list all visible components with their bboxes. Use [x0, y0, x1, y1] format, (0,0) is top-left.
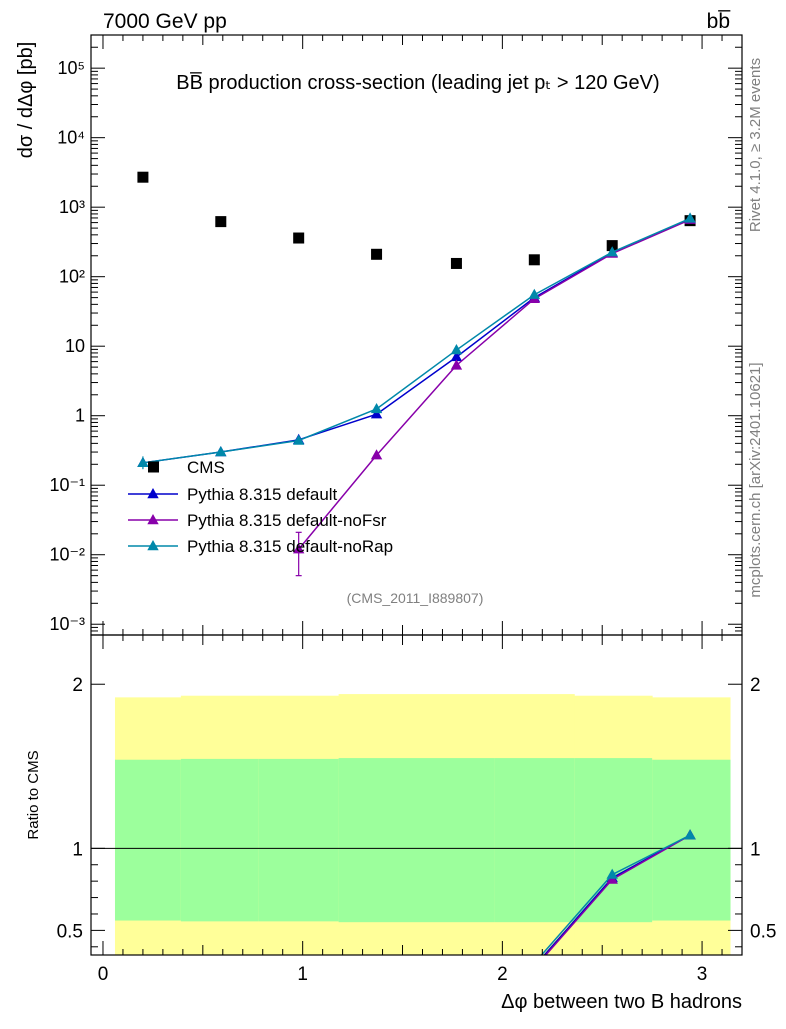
y-tick-label: 1 — [75, 406, 85, 426]
y-tick-label: 10⁻² — [49, 545, 85, 565]
band-inner-segment — [416, 758, 495, 923]
ratio-y-tick-label: 1 — [72, 839, 83, 860]
noRap-point — [606, 246, 618, 257]
noRap-point — [450, 344, 463, 355]
y-tick-label: 10² — [59, 267, 85, 287]
cms-point — [371, 248, 383, 260]
noRap-point — [370, 402, 383, 414]
ratio-ylabel: Ratio to CMS — [25, 750, 42, 839]
cms-point — [606, 240, 618, 252]
cms-point — [215, 216, 227, 228]
y-tick-label: 10³ — [59, 197, 85, 217]
legend-default-label: Pythia 8.315 default — [187, 485, 338, 504]
legend-cms-marker — [148, 461, 159, 473]
main-panel: 10⁻³ 10⁻² 10⁻¹ 1 10 10² 10³ 10⁴ 10⁵ BB̅ producti… — [15, 34, 743, 636]
legend-noFsr-label: Pythia 8.315 default-noFsr — [187, 511, 387, 530]
ratio-y-tick-label-right: 2 — [750, 675, 761, 696]
noFsr-point — [292, 543, 305, 554]
legend-noRap-marker — [147, 540, 159, 551]
ratio-frame — [90, 634, 743, 956]
legend-noRap-label: Pythia 8.315 default-noRap — [187, 537, 393, 556]
analysis-label: (CMS_2011_I889807) — [347, 590, 484, 606]
legend-cms-label: CMS — [187, 458, 225, 477]
energy-label: 7000 GeV pp — [103, 10, 227, 33]
process-label: bb̅ — [707, 10, 732, 33]
ratio-y-tick-label-right: 0.5 — [750, 921, 776, 942]
legend-default-marker — [147, 488, 159, 499]
y-tick-label: 10 — [65, 336, 85, 356]
mcplots-label: mcplots.cern.ch [arXiv:2401.10621] — [747, 362, 764, 597]
ratio-y-tick-label-right: 1 — [750, 839, 761, 860]
noRap-ratio-point — [684, 829, 696, 840]
ratio-y-tick-label: 0.5 — [57, 921, 83, 942]
noRap-point — [215, 446, 227, 457]
main-marks — [137, 171, 696, 577]
cms-point — [450, 257, 462, 269]
noFsr-line — [298, 219, 691, 550]
band-inner-segment — [180, 758, 260, 922]
x-tick-label: 0 — [98, 964, 109, 985]
x-axis-label: Δφ between two B hadrons — [501, 991, 742, 1013]
legend-noFsr-marker — [147, 514, 159, 525]
ratio-panel: 0.5 0.5 1 1 2 2 0 1 2 3 Ratio to CMS Δφ between t… — [25, 634, 776, 1013]
main-axes: 10⁻³ 10⁻² 10⁻¹ 1 10 10² 10³ 10⁴ 10⁵ — [49, 35, 742, 635]
x-tick-label: 3 — [697, 964, 708, 985]
y-tick-label: 10⁻³ — [49, 614, 85, 634]
ratio-axes: 0.5 0.5 1 1 2 2 0 1 2 3 — [57, 635, 776, 985]
noRap-ratio-point — [606, 868, 618, 879]
default-point — [370, 408, 383, 419]
default-point — [450, 350, 463, 362]
y-tick-label: 10⁵ — [58, 58, 85, 78]
noRap-point — [292, 434, 305, 445]
band-inner-segment — [338, 758, 417, 923]
x-tick-label: 2 — [497, 964, 508, 985]
band-inner-segment — [652, 759, 731, 921]
band-inner-segment — [574, 758, 653, 923]
ratio-marks — [91, 694, 742, 955]
cms-point — [528, 254, 540, 266]
noRap-point — [528, 288, 541, 299]
x-tick-label: 1 — [297, 964, 308, 985]
y-tick-label: 10⁴ — [57, 128, 85, 148]
band-inner-segment — [114, 759, 182, 921]
legend: CMS Pythia 8.315 default Pythia 8.315 defa… — [128, 458, 393, 556]
noRap-line — [142, 217, 691, 464]
noRap-point — [684, 212, 696, 223]
noFsr-point — [370, 449, 383, 460]
cms-point — [137, 171, 149, 183]
noFsr-point — [450, 359, 463, 370]
band-inner-segment — [258, 758, 340, 922]
main-title: BB̅ production cross-section (leading je… — [176, 71, 659, 94]
main-ylabel: dσ / dΔφ [pb] — [15, 42, 37, 159]
rivet-label: Rivet 4.1.0, ≥ 3.2M events — [747, 58, 764, 232]
band-inner-segment — [494, 758, 575, 923]
y-tick-label: 10⁻¹ — [49, 475, 85, 495]
cms-point — [293, 232, 305, 244]
ratio-y-tick-label: 2 — [72, 675, 83, 696]
